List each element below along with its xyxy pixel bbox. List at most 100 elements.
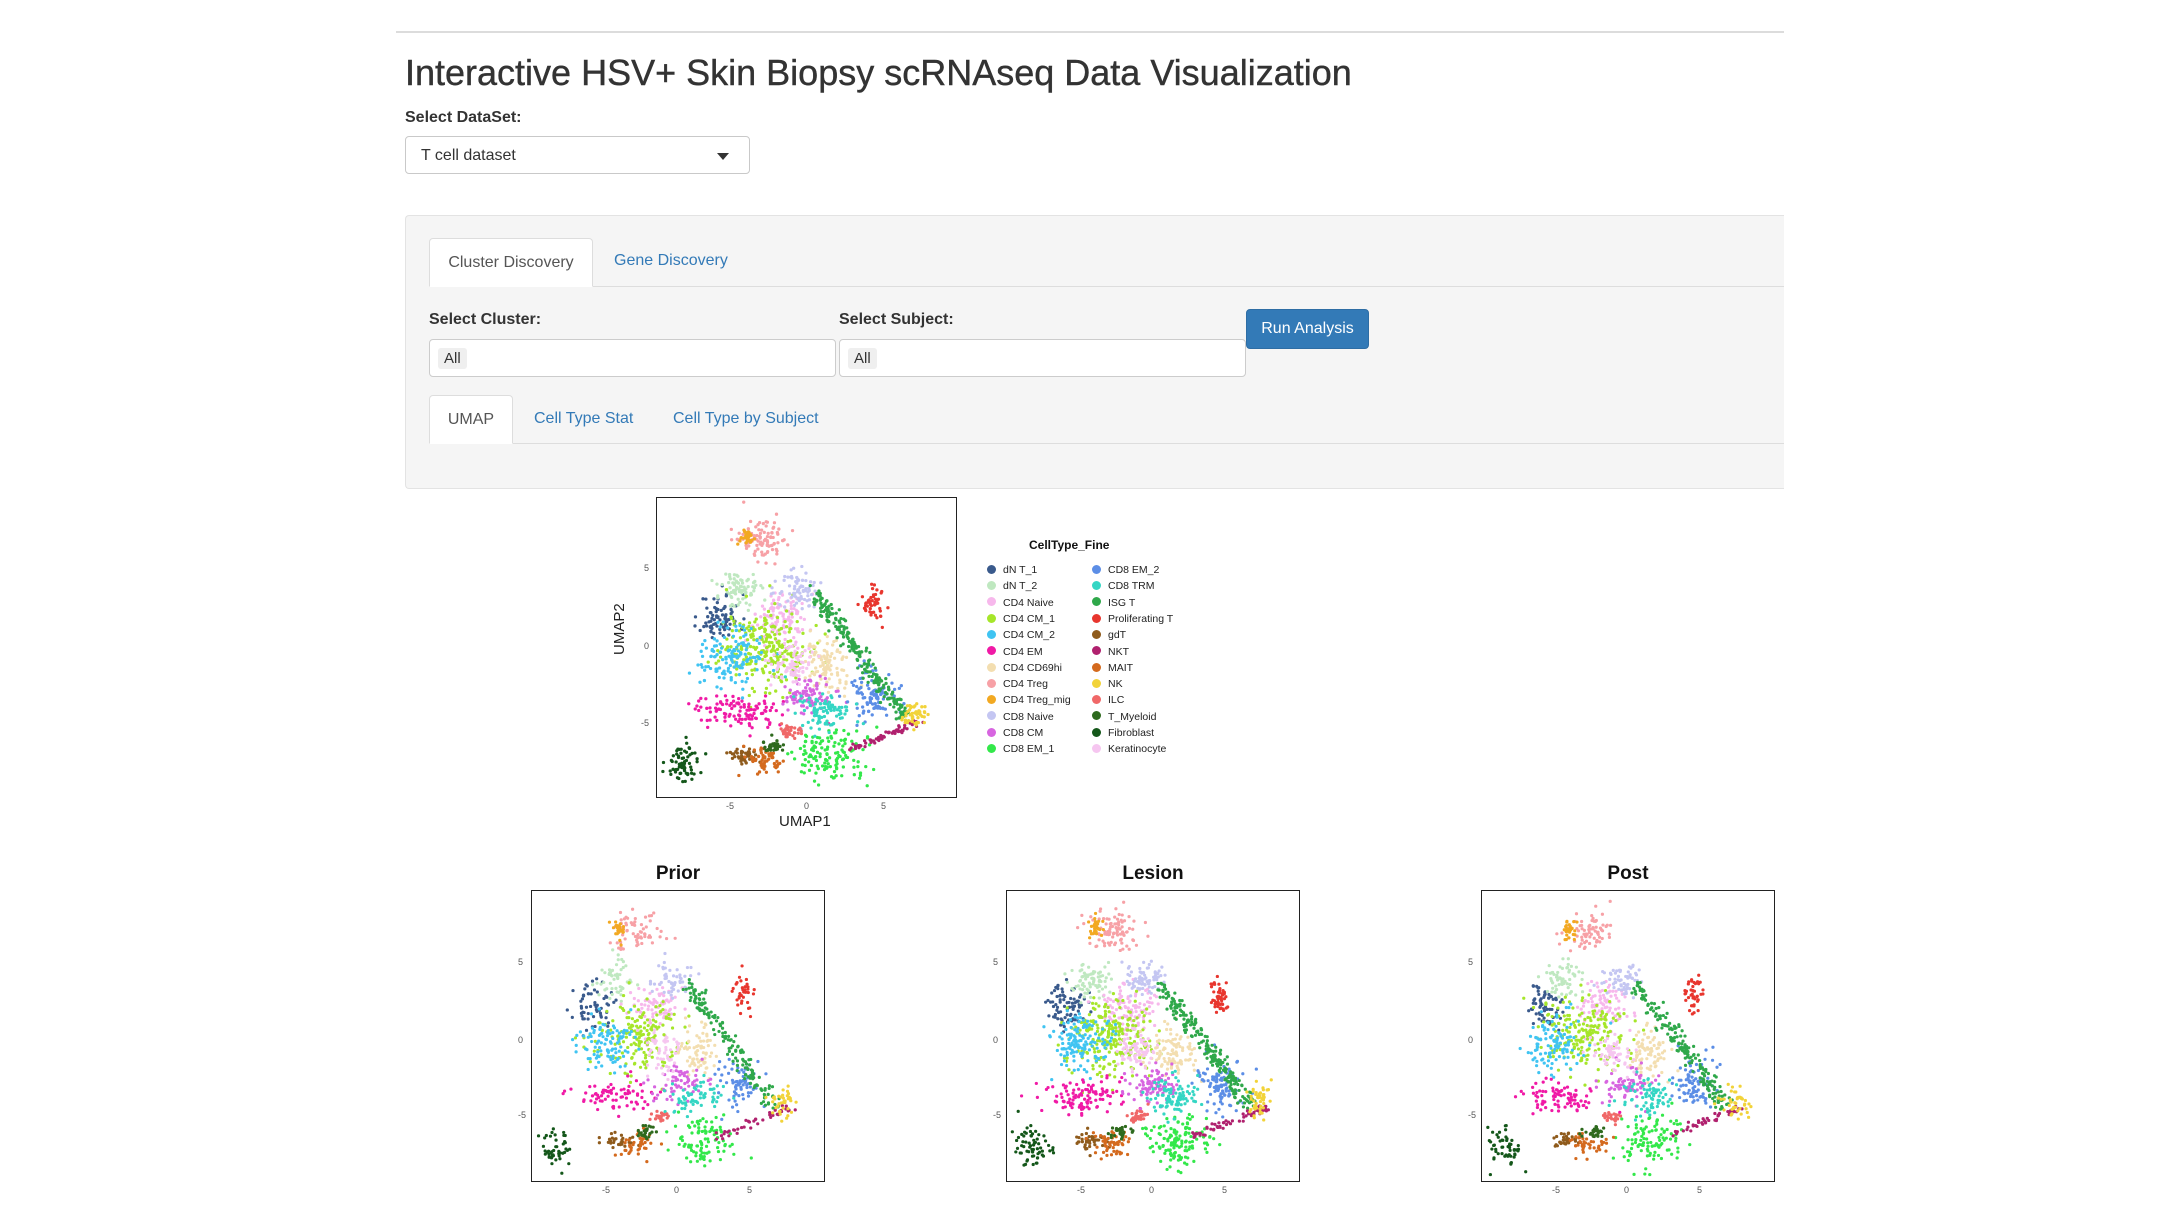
scatter-point [588,1004,593,1009]
scatter-point [727,617,731,622]
run-analysis-button[interactable]: Run Analysis [1246,309,1369,349]
scatter-point [760,758,764,762]
scatter-point [799,660,804,664]
scatter-point [773,1102,777,1107]
tab-umap[interactable]: UMAP [429,395,513,444]
scatter-point [794,640,798,644]
series-dn-t-2 [591,948,640,1003]
scatter-point [897,716,901,720]
scatter-point [835,671,840,675]
scatter-point [1080,1054,1084,1059]
scatter-point [733,681,738,685]
scatter-point [1064,978,1069,982]
scatter-point [1108,1102,1112,1106]
scatter-point [1056,983,1060,987]
cluster-label: Select Cluster: [429,311,542,328]
scatter-point [840,774,844,778]
scatter-point [772,1095,776,1099]
scatter-point [648,1117,652,1121]
scatter-point [1120,1027,1124,1031]
scatter-point [1105,1088,1109,1092]
scatter-point [1091,1067,1095,1071]
scatter-point [1147,1005,1152,1009]
scatter-point [875,599,879,603]
scatter-point [779,662,783,666]
dataset-select[interactable]: T cell dataset [405,136,750,174]
scatter-point [650,1008,654,1012]
scatter-point [695,1034,699,1038]
scatter-point [837,625,842,629]
scatter-point [1179,1060,1183,1064]
subject-chip[interactable]: All [848,348,877,369]
scatter-point [749,1126,753,1130]
scatter-point [746,530,750,534]
scatter-point [1100,1074,1104,1079]
scatter-point [713,715,717,719]
tab-gene-discovery[interactable]: Gene Discovery [614,252,728,269]
scatter-point [740,999,744,1003]
scatter-point [832,769,837,774]
scatter-point [723,1036,728,1040]
scatter-point [682,749,687,753]
scatter-point [1169,1066,1173,1070]
scatter-point [1098,1064,1102,1068]
scatter-point [605,1034,610,1038]
scatter-point [845,626,849,630]
scatter-point [843,712,847,716]
scatter-point [676,1110,681,1114]
scatter-point [759,625,764,629]
legend-item: gdT [1092,628,1126,642]
scatter-point [1140,971,1144,975]
scatter-point [1147,989,1151,994]
scatter-point [822,701,826,706]
subject-select[interactable]: All [839,339,1246,377]
scatter-point [920,705,924,709]
scatter-point [690,1131,694,1135]
scatter-point [741,1093,745,1097]
scatter-point [794,680,798,684]
scatter-point [605,1048,610,1053]
scatter-point [756,1059,760,1064]
scatter-point [618,1065,622,1069]
scatter-point [1166,1051,1170,1056]
cluster-select[interactable]: All [429,339,836,377]
scatter-point [558,1157,562,1161]
scatter-point [629,1074,633,1078]
scatter-point [811,748,816,753]
scatter-point [1141,1087,1145,1091]
scatter-point [1169,1027,1173,1032]
scatter-point [873,592,878,597]
scatter-point [672,1089,676,1093]
scatter-point [871,662,875,666]
scatter-point [726,669,730,673]
scatter-point [700,1129,704,1134]
scatter-point [1101,928,1105,932]
scatter-point [668,1007,672,1011]
scatter-point [770,674,774,678]
scatter-point [802,617,806,622]
scatter-point [773,601,777,606]
scatter-point [655,1114,659,1118]
scatter-point [803,649,807,653]
scatter-point [1089,1040,1093,1045]
scatter-point [1077,1005,1082,1009]
scatter-point [771,628,775,632]
scatter-point [604,994,608,998]
scatter-point [862,659,866,663]
tab-cluster-discovery[interactable]: Cluster Discovery [429,238,593,287]
cluster-chip[interactable]: All [438,348,467,369]
tab-cell-type-by-subject[interactable]: Cell Type by Subject [673,410,819,427]
scatter-point [1146,982,1150,986]
scatter-point [579,1011,584,1015]
scatter-point [743,652,747,656]
scatter-point [685,1075,689,1079]
scatter-point [651,1018,655,1022]
scatter-point [627,981,631,985]
scatter-point [1072,997,1076,1001]
scatter-point [763,691,768,695]
scatter-point [1156,971,1160,975]
scatter-point [1111,1029,1115,1033]
tab-cell-type-stat[interactable]: Cell Type Stat [534,410,634,427]
scatter-point [832,744,836,748]
scatter-point [586,1011,590,1016]
